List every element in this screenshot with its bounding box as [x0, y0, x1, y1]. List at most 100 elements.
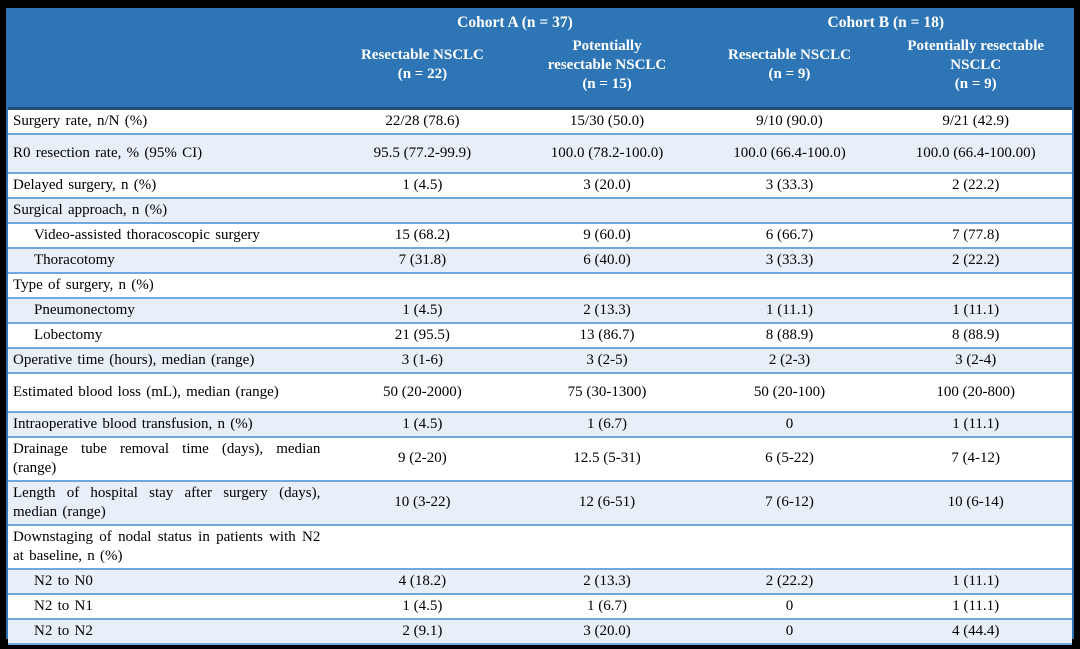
value-cell-cohort-b-resectable: 3 (33.3): [699, 246, 880, 273]
table-row: Surgery rate, n/N (%) 22/28 (78.6) 15/30…: [8, 108, 1072, 134]
value-cell-cohort-b-potentially: 9/21 (42.9): [942, 112, 1010, 129]
row-label-cell: Surgical approach, n (%): [8, 196, 331, 223]
value-cell-cohort-b-potentially: 4 (44.4): [879, 617, 1072, 644]
value-cell-cohort-b-potentially: [879, 196, 1072, 223]
table-row: Video-assisted thoracoscopic surgery 15 …: [8, 221, 1072, 248]
value-cell-cohort-b-resectable: 0: [699, 617, 880, 644]
value-cell-cohort-a-resectable: 1 (4.5): [330, 642, 515, 649]
table-row: Downstaging of nodal status in patients …: [8, 523, 1072, 569]
value-cell-cohort-b-resectable: [699, 523, 880, 569]
value-cell-cohort-a-potentially: 15/30 (50.0): [569, 112, 645, 129]
value-cell-cohort-a-potentially: [514, 196, 700, 223]
value-cell-cohort-b-resectable: 2 (2-3): [699, 346, 880, 373]
value-cell-cohort-a-resectable: 7 (31.8): [330, 246, 515, 273]
table-row: Surgical approach, n (%): [8, 196, 1072, 223]
value-cell-cohort-b-potentially: [879, 523, 1072, 569]
table-row: Intraoperative blood transfusion, n (%) …: [8, 410, 1072, 437]
surgical-outcomes-table: Cohort A (n = 37) Cohort B (n = 18) Rese…: [6, 8, 1074, 649]
value-cell-cohort-b-potentially: [879, 271, 1072, 298]
value-cell-cohort-a-resectable: 1 (4.5): [330, 592, 515, 619]
value-cell-cohort-a-potentially: 3 (20.0): [514, 171, 700, 198]
value-cell-cohort-a-resectable: 95.5 (77.2-99.9): [330, 132, 515, 173]
value-cell-cohort-a-potentially: 100.0 (78.2-100.0): [514, 132, 700, 173]
table-row: Delayed surgery, n (%) 1 (4.5) 3 (20.0) …: [8, 171, 1072, 198]
value-cell-cohort-a-potentially: 3 (20.0): [514, 617, 700, 644]
row-label-cell: Type of surgery, n (%): [8, 271, 331, 298]
row-label-cell: Length of hospital stay after surgery (d…: [8, 479, 331, 525]
value-cell-cohort-a-resectable: [330, 196, 515, 223]
value-cell-cohort-a-potentially: 2 (13.3): [514, 296, 700, 323]
value-cell-cohort-b-potentially: 100.0 (66.4-100.00): [879, 132, 1072, 173]
column-header-resectable-b: Resectable NSCLC (n = 9): [699, 34, 880, 110]
data-table: Cohort A (n = 37) Cohort B (n = 18) Rese…: [8, 10, 1072, 649]
row-label-cell: Estimated blood loss (mL), median (range…: [8, 371, 331, 412]
value-cell-cohort-a-potentially: 9 (60.0): [514, 221, 700, 248]
table-row: N2 to N0 4 (18.2) 2 (13.3) 2 (22.2) 1 (1…: [8, 567, 1072, 594]
row-label-cell: Surgical complications, n (%): [8, 642, 331, 649]
value-cell-cohort-b-potentially: 100 (20-800): [879, 371, 1072, 412]
value-cell-cohort-b-potentially: 7 (77.8): [879, 221, 1072, 248]
value-cell-cohort-b-resectable: 50 (20-100): [699, 371, 880, 412]
table-row: Operative time (hours), median (range) 3…: [8, 346, 1072, 373]
cohort-header-row: Cohort A (n = 37) Cohort B (n = 18): [8, 10, 1072, 34]
value-cell-cohort-a-resectable: 1 (4.5): [330, 171, 515, 198]
table-row: N2 to N2 2 (9.1) 3 (20.0) 0 4 (44.4): [8, 617, 1072, 644]
row-label-cell: R0 resection rate, % (95% CI): [8, 132, 331, 173]
column-header-potentially-resectable-a: Potentially resectable NSCLC (n = 15): [514, 34, 700, 110]
value-cell-cohort-a-resectable: 4 (18.2): [330, 567, 515, 594]
value-cell-cohort-a-resectable: 22/28 (78.6): [385, 112, 460, 129]
value-cell-cohort-a-resectable: 1 (4.5): [330, 296, 515, 323]
table-row: Pneumonectomy 1 (4.5) 2 (13.3) 1 (11.1) …: [8, 296, 1072, 323]
column-header-potentially-resectable-b: Potentially resectable NSCLC (n = 9): [879, 34, 1072, 110]
value-cell-cohort-b-resectable: 7 (6-12): [699, 479, 880, 525]
table-row: Surgical complications, n (%) 1 (4.5) 3 …: [8, 642, 1072, 649]
empty-label-header-cell: [8, 34, 331, 110]
value-cell-cohort-b-potentially: 0: [879, 642, 1072, 649]
value-cell-cohort-b-resectable: 0: [699, 592, 880, 619]
subgroup-header-row: Resectable NSCLC (n = 22) Potentially re…: [8, 34, 1072, 110]
value-cell-cohort-a-potentially: 6 (40.0): [514, 246, 700, 273]
row-label-cell: Delayed surgery, n (%): [8, 171, 331, 198]
value-cell-cohort-b-resectable: 9/10 (90.0): [756, 112, 823, 129]
value-cell-cohort-b-resectable: 3 (33.3): [699, 171, 880, 198]
row-label-cell: Drainage tube removal time (days), media…: [8, 435, 331, 481]
value-cell-cohort-a-potentially: 3 (2-5): [514, 346, 700, 373]
value-cell-cohort-b-resectable: [699, 271, 880, 298]
value-cell-cohort-a-potentially: 12 (6-51): [514, 479, 700, 525]
value-cell-cohort-a-resectable: [330, 523, 515, 569]
cohort-b-header: Cohort B (n = 18): [699, 10, 1072, 34]
value-cell-cohort-b-potentially: 1 (11.1): [879, 410, 1072, 437]
table-body: Surgery rate, n/N (%) 22/28 (78.6) 15/30…: [8, 108, 1072, 649]
table-header: Cohort A (n = 37) Cohort B (n = 18) Rese…: [8, 10, 1072, 110]
value-cell-cohort-b-potentially: 1 (11.1): [879, 567, 1072, 594]
value-cell-cohort-a-resectable: 10 (3-22): [330, 479, 515, 525]
row-label-cell: Operative time (hours), median (range): [8, 346, 331, 373]
value-cell-cohort-b-resectable: 100.0 (66.4-100.0): [699, 132, 880, 173]
value-cell-cohort-b-resectable: 2 (22.2): [699, 567, 880, 594]
value-cell-cohort-a-resectable: 9 (2-20): [330, 435, 515, 481]
value-cell-cohort-b-potentially: 10 (6-14): [879, 479, 1072, 525]
row-label-cell: Downstaging of nodal status in patients …: [8, 523, 331, 569]
value-cell-cohort-b-potentially: 7 (4-12): [879, 435, 1072, 481]
value-cell-cohort-a-resectable: 21 (95.5): [330, 321, 515, 348]
value-cell-cohort-b-potentially: 1 (11.1): [879, 592, 1072, 619]
table-row: Thoracotomy 7 (31.8) 6 (40.0) 3 (33.3) 2…: [8, 246, 1072, 273]
value-cell-cohort-b-resectable: 1 (11.1): [699, 296, 880, 323]
value-cell-cohort-b-resectable: 0: [699, 410, 880, 437]
cohort-a-header: Cohort A (n = 37): [330, 10, 700, 34]
value-cell-cohort-b-resectable: 0: [699, 642, 880, 649]
value-cell-cohort-b-potentially: 2 (22.2): [879, 171, 1072, 198]
value-cell-cohort-b-resectable: 8 (88.9): [699, 321, 880, 348]
value-cell-cohort-b-potentially: 2 (22.2): [879, 246, 1072, 273]
row-label-cell: Pneumonectomy: [8, 296, 331, 323]
value-cell-cohort-b-resectable: 6 (66.7): [699, 221, 880, 248]
table-row: Estimated blood loss (mL), median (range…: [8, 371, 1072, 412]
value-cell-cohort-a-resectable: 15 (68.2): [330, 221, 515, 248]
column-header-resectable-a: Resectable NSCLC (n = 22): [330, 34, 515, 110]
row-label-cell: Intraoperative blood transfusion, n (%): [8, 410, 331, 437]
value-cell-cohort-a-potentially: [514, 523, 700, 569]
row-label-cell: N2 to N0: [8, 567, 331, 594]
empty-corner-cell: [8, 10, 331, 34]
table-row: Drainage tube removal time (days), media…: [8, 435, 1072, 481]
value-cell-cohort-a-potentially: 13 (86.7): [514, 321, 700, 348]
